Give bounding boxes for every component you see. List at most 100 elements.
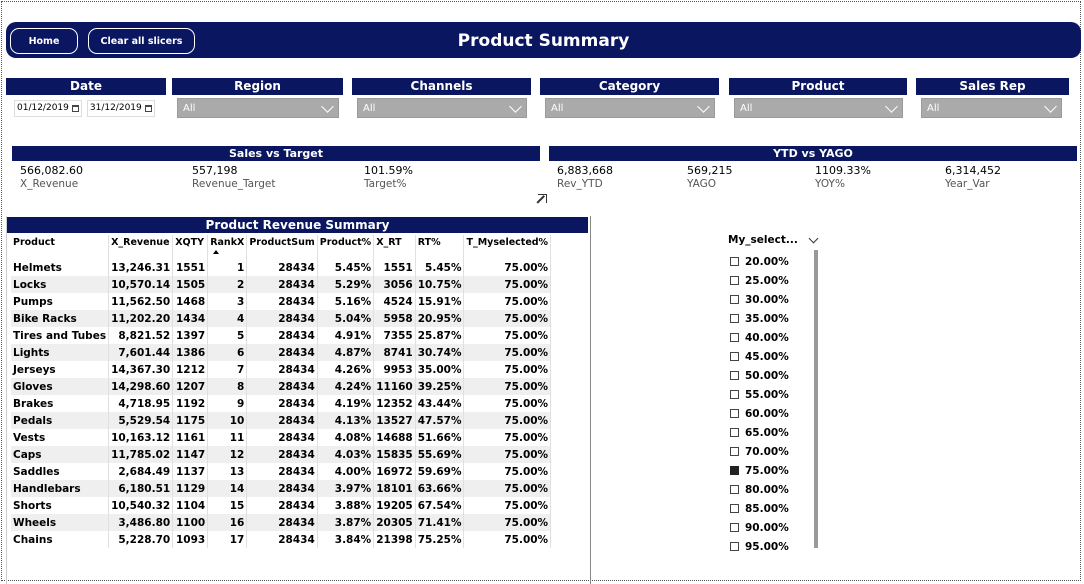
slicer-option[interactable]: 60.00% <box>730 404 816 423</box>
slicer-option[interactable]: 50.00% <box>730 366 816 385</box>
column-header[interactable]: X_RT <box>373 235 416 259</box>
table-row[interactable]: Jerseys 14,367.30 1212 7 28434 4.26% 9953 35.00… <box>11 361 552 378</box>
table-cell: 43.44% <box>415 395 465 412</box>
page-title: Product Summary <box>457 31 630 51</box>
slicer-option[interactable]: 80.00% <box>730 480 816 499</box>
column-header-sorted[interactable]: RankX <box>207 235 248 259</box>
checkbox[interactable] <box>730 257 739 266</box>
column-header[interactable]: T_Myselected% <box>463 235 552 259</box>
table-row[interactable]: Saddles 2,684.49 1137 13 28434 4.00% 16972 59.6… <box>11 463 552 480</box>
checkbox[interactable] <box>730 333 739 342</box>
table-row[interactable]: Locks 10,570.14 1505 2 28434 5.29% 3056 10.75% 7… <box>11 276 552 293</box>
table-cell: 75.00% <box>463 412 552 429</box>
slicer-option[interactable]: 85.00% <box>730 499 816 518</box>
table-row[interactable]: Helmets 13,246.31 1551 1 28434 5.45% 1551 5.45%… <box>11 259 552 276</box>
my-selected-slicer: My_select... 20.00% 25.00% 30.00% 35.00% 40.… <box>728 233 819 553</box>
table-row[interactable]: Tires and Tubes 8,821.52 1397 5 28434 4.91% 73… <box>11 327 552 344</box>
table-cell: 28434 <box>246 276 318 293</box>
home-button[interactable]: Home <box>10 28 78 54</box>
table-row[interactable]: Wheels 3,486.80 1100 16 28434 3.87% 20305 71.41… <box>11 514 552 531</box>
checkbox[interactable] <box>730 409 739 418</box>
slicer-option[interactable]: 90.00% <box>730 518 816 537</box>
slicer-option[interactable]: 65.00% <box>730 423 816 442</box>
slicer-option[interactable]: 75.00% <box>730 461 816 480</box>
table-row[interactable]: Lights 7,601.44 1386 6 28434 4.87% 8741 30.74% 7… <box>11 344 552 361</box>
checkbox[interactable] <box>730 390 739 399</box>
channels-dropdown[interactable]: All <box>357 98 527 118</box>
column-header[interactable]: Product% <box>317 235 375 259</box>
table-row[interactable]: Vests 10,163.12 1161 11 28434 4.08% 14688 51.66… <box>11 429 552 446</box>
table-cell: 5.04% <box>317 310 375 327</box>
checkbox[interactable] <box>730 504 739 513</box>
date-to-value: 31/12/2019 <box>89 103 142 113</box>
checkbox[interactable] <box>730 352 739 361</box>
kpi-value: 6,314,452 <box>945 164 1001 177</box>
table-cell: 1147 <box>172 446 209 463</box>
slicer-option[interactable]: 35.00% <box>730 309 816 328</box>
slicer-option[interactable]: 30.00% <box>730 290 816 309</box>
table-cell: 4.26% <box>317 361 375 378</box>
checkbox[interactable] <box>730 447 739 456</box>
region-dropdown[interactable]: All <box>177 98 339 118</box>
kpi-value: 101.59% <box>364 164 413 177</box>
table-row[interactable]: Pumps 11,562.50 1468 3 28434 5.16% 4524 15.91% 7… <box>11 293 552 310</box>
table-row[interactable]: Caps 11,785.02 1147 12 28434 4.03% 15835 55.69%… <box>11 446 552 463</box>
slicer-option[interactable]: 95.00% <box>730 537 816 556</box>
table-row[interactable]: Bike Racks 11,202.20 1434 4 28434 5.04% 5958 20… <box>11 310 552 327</box>
column-header[interactable]: RT% <box>415 235 465 259</box>
date-to-input[interactable]: 31/12/2019 <box>86 100 155 117</box>
category-dropdown[interactable]: All <box>545 98 715 118</box>
slicer-option[interactable]: 45.00% <box>730 347 816 366</box>
date-from-value: 01/12/2019 <box>17 103 69 113</box>
slicer-option[interactable]: 70.00% <box>730 442 816 461</box>
date-from-input[interactable]: 01/12/2019 <box>14 100 82 117</box>
table-cell: 1192 <box>172 395 209 412</box>
column-header[interactable]: Product <box>11 235 110 259</box>
table-cell: 75.00% <box>463 446 552 463</box>
slicer-option[interactable]: 25.00% <box>730 271 816 290</box>
chevron-down-icon[interactable] <box>808 233 819 243</box>
slicer-option[interactable]: 20.00% <box>730 252 816 271</box>
calendar-icon[interactable] <box>71 105 79 112</box>
table-row[interactable]: Pedals 5,529.54 1175 10 28434 4.13% 13527 47.57… <box>11 412 552 429</box>
slicer-option[interactable]: 40.00% <box>730 328 816 347</box>
checkbox[interactable] <box>730 276 739 285</box>
table-cell: 4.91% <box>317 327 375 344</box>
column-header[interactable]: XQTY <box>172 235 209 259</box>
table-row[interactable]: Gloves 14,298.60 1207 8 28434 4.24% 11160 39.25… <box>11 378 552 395</box>
checkbox[interactable] <box>730 466 739 475</box>
product-dropdown[interactable]: All <box>734 98 903 118</box>
checkbox[interactable] <box>730 314 739 323</box>
product-name-cell: Caps <box>11 446 110 463</box>
table-row[interactable]: Brakes 4,718.95 1192 9 28434 4.19% 12352 43.44%… <box>11 395 552 412</box>
slicer-option[interactable]: 55.00% <box>730 385 816 404</box>
expand-icon[interactable] <box>538 194 547 203</box>
table-row[interactable]: Chains 5,228.70 1093 17 28434 3.84% 21398 75.25… <box>11 531 552 548</box>
checkbox[interactable] <box>730 428 739 437</box>
clear-all-slicers-button[interactable]: Clear all slicers <box>88 28 195 54</box>
table-cell: 13527 <box>373 412 416 429</box>
table-row[interactable]: Handlebars 6,180.51 1129 14 28434 3.97% 18101 6… <box>11 480 552 497</box>
checkbox[interactable] <box>730 485 739 494</box>
slicer-option-label: 30.00% <box>745 293 789 306</box>
checkbox[interactable] <box>730 523 739 532</box>
slicer-header[interactable]: My_select... <box>728 233 819 246</box>
table-row[interactable]: Shorts 10,540.32 1104 15 28434 3.88% 19205 67.5… <box>11 497 552 514</box>
slicer-option-label: 25.00% <box>745 274 789 287</box>
column-header[interactable]: X_Revenue <box>108 235 174 259</box>
kpi-x-revenue: 566,082.60 X_Revenue <box>20 164 83 190</box>
slicer-option-label: 85.00% <box>745 502 789 515</box>
table-cell: 28434 <box>246 361 318 378</box>
checkbox[interactable] <box>730 371 739 380</box>
checkbox[interactable] <box>730 295 739 304</box>
table-cell: 3056 <box>373 276 416 293</box>
checkbox[interactable] <box>730 542 739 551</box>
table-cell: 47.57% <box>415 412 465 429</box>
table-cell: 10.75% <box>415 276 465 293</box>
column-header[interactable]: ProductSum <box>246 235 318 259</box>
sales-rep-dropdown[interactable]: All <box>921 98 1062 118</box>
calendar-icon[interactable] <box>144 105 152 112</box>
slicer-scrollbar[interactable] <box>814 250 818 548</box>
table-cell: 4,718.95 <box>108 395 174 412</box>
